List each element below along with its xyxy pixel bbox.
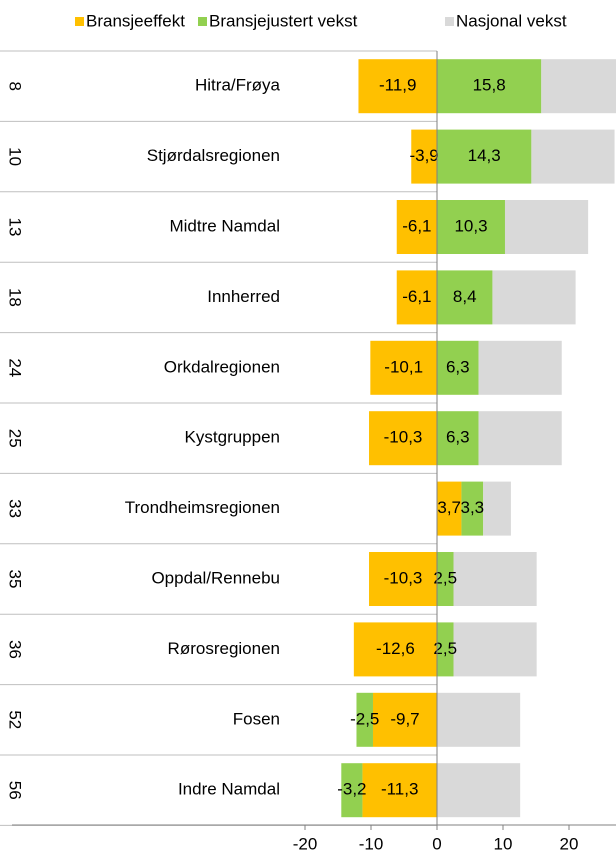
legend-label: Nasjonal vekst [456,11,567,30]
bar-segment [372,692,437,747]
rank-label: 52 [6,710,25,729]
bar-segment [437,200,505,254]
category-label: Stjørdalsregionen [147,146,280,165]
category-label: Midtre Namdal [169,216,280,235]
category-label: Trondheimsregionen [125,498,280,517]
rank-label: 8 [6,81,25,90]
value-label: 10,3 [454,216,487,235]
x-tick-label: -20 [293,834,318,853]
value-label: 6,3 [446,357,470,376]
bar-segment [396,200,437,254]
bar-segment [531,129,615,184]
x-tick-label: 10 [494,834,513,853]
bar-segment [504,200,589,254]
category-label: Oppdal/Rennebu [151,568,280,587]
bar-segment [437,270,493,325]
bar-segment [437,692,521,747]
rank-label: 25 [6,429,25,448]
value-label: -10,1 [384,357,423,376]
bar-segment [437,622,454,677]
value-label: -6,1 [402,216,431,235]
value-label: 3,7 [437,498,461,517]
bar-segment [358,59,437,114]
rank-label: 10 [6,147,25,166]
bar-segment [437,129,532,184]
value-label: -2,5 [350,709,379,728]
value-label: 3,3 [460,498,484,517]
bar-segment [437,411,479,466]
bar-segment [369,411,437,466]
value-label: 14,3 [468,146,501,165]
category-label: Fosen [233,709,280,728]
bar-segment [356,692,373,747]
value-label: 2,5 [433,639,457,658]
rank-label: 24 [6,358,25,377]
rank-label: 36 [6,640,25,659]
bar-segment [396,270,437,325]
bar-segment [369,552,437,606]
category-label: Indre Namdal [178,780,280,799]
category-label: Kystgruppen [185,428,280,447]
category-label: Orkdalregionen [164,357,280,376]
bar-segment [437,552,454,606]
bar-segment [370,340,437,395]
bar-segment [492,270,576,325]
value-label: 6,3 [446,428,470,447]
bar-segment [478,340,562,395]
x-tick-label: 0 [432,834,441,853]
legend-swatch [445,17,454,26]
legend-swatch [75,17,84,26]
legend-swatch [198,17,207,26]
bar-segment [411,129,437,184]
bar-segment [453,552,537,606]
bar-segment [437,59,542,114]
bar-segment [541,59,616,114]
value-label: -11,9 [379,76,417,95]
value-label: -11,3 [381,780,419,799]
value-label: -3,2 [337,780,366,799]
rank-label: 33 [6,499,25,518]
legend-label: Bransjeeffekt [86,11,185,30]
bar-segment [437,481,462,536]
category-label: Innherred [207,287,280,306]
value-label: -12,6 [376,639,415,658]
x-tick-label: 20 [560,834,579,853]
value-label: -10,3 [384,568,423,587]
bar-segment [362,763,437,818]
plot-area [341,59,616,818]
bar-segment [483,481,511,536]
value-label: -9,7 [390,709,419,728]
rank-label: 35 [6,570,25,589]
category-label: Hitra/Frøya [195,76,281,95]
bar-segment [461,481,484,536]
legend-label: Bransjejustert vekst [209,11,358,30]
bar-segment [453,622,537,677]
rank-label: 13 [6,218,25,237]
bar-segment [341,763,363,818]
bar-segment [437,763,521,818]
value-label: -6,1 [402,287,431,306]
category-label: Rørosregionen [168,639,280,658]
rank-label: 56 [6,781,25,800]
value-label: -10,3 [384,428,423,447]
value-label: -3,9 [409,146,438,165]
value-label: 15,8 [473,76,506,95]
value-label: 2,5 [433,568,457,587]
value-label: 8,4 [453,287,477,306]
bar-segment [353,622,437,677]
x-tick-label: -10 [359,834,384,853]
bar-segment [437,340,479,395]
rank-label: 18 [6,288,25,307]
bar-segment [478,411,562,466]
